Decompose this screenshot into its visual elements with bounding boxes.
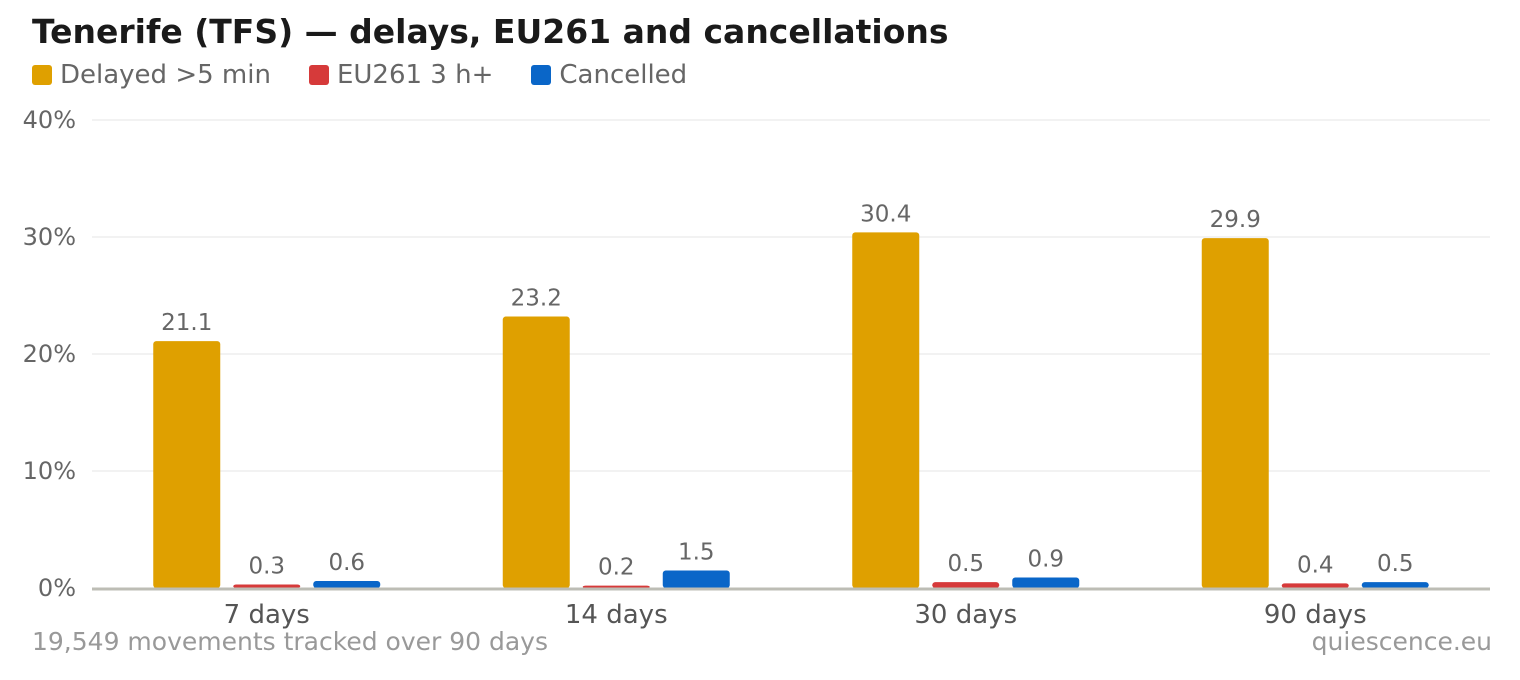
bar-cancelled-14-days	[662, 570, 730, 588]
x-tick-label-14-days: 14 days	[565, 600, 668, 630]
y-tick-label-40: 40%	[23, 106, 76, 134]
value-label-delayed-5-min-7-days: 21.1	[161, 310, 212, 336]
value-label-cancelled-90-days: 0.5	[1377, 551, 1414, 577]
bar-delayed-5-min-7-days	[153, 341, 221, 588]
value-label-cancelled-7-days: 0.6	[328, 550, 365, 576]
legend-swatch-cancelled	[531, 65, 552, 85]
bar-delayed-5-min-90-days	[1201, 238, 1269, 589]
footer-movements-note: 19,549 movements tracked over 90 days	[32, 627, 548, 656]
value-label-cancelled-14-days: 1.5	[678, 539, 715, 565]
x-tick-label-7-days: 7 days	[224, 600, 310, 630]
bar-cancelled-30-days	[1012, 577, 1080, 588]
chart-title: Tenerife (TFS) — delays, EU261 and cance…	[32, 12, 949, 51]
legend-label-delayed: Delayed >5 min	[60, 60, 271, 90]
bar-eu261-3-h-90-days	[1281, 583, 1349, 588]
value-label-eu261-3-h-14-days: 0.2	[598, 555, 635, 581]
x-tick-label-30-days: 30 days	[914, 600, 1017, 630]
legend-label-cancelled: Cancelled	[559, 60, 688, 90]
y-tick-label-20: 20%	[23, 340, 76, 368]
bar-eu261-3-h-30-days	[932, 582, 1000, 588]
value-label-eu261-3-h-90-days: 0.4	[1297, 552, 1334, 578]
y-tick-label-10: 10%	[23, 457, 76, 485]
bar-eu261-3-h-14-days	[582, 585, 650, 588]
legend-swatch-eu261	[308, 65, 329, 85]
value-label-delayed-5-min-90-days: 29.9	[1210, 207, 1261, 233]
bar-eu261-3-h-7-days	[233, 584, 301, 588]
value-label-cancelled-30-days: 0.9	[1027, 546, 1064, 572]
value-label-delayed-5-min-30-days: 30.4	[860, 201, 911, 227]
legend-label-eu261: EU261 3 h+	[336, 60, 494, 90]
bar-cancelled-7-days	[313, 580, 381, 588]
legend-swatch-delayed	[32, 65, 52, 85]
legend-item-delayed: Delayed >5 min	[32, 60, 271, 90]
value-label-delayed-5-min-14-days: 23.2	[511, 286, 562, 312]
legend-item-cancelled: Cancelled	[531, 60, 687, 90]
bar-delayed-5-min-30-days	[852, 232, 920, 588]
bar-delayed-5-min-14-days	[502, 316, 570, 588]
value-label-eu261-3-h-30-days: 0.5	[947, 551, 984, 577]
legend: Delayed >5 min EU261 3 h+ Cancelled	[32, 60, 725, 90]
y-tick-label-30: 30%	[23, 223, 76, 251]
footer-source: quiescence.eu	[1311, 627, 1492, 656]
x-tick-label-90-days: 90 days	[1264, 600, 1367, 630]
value-label-eu261-3-h-7-days: 0.3	[248, 553, 285, 579]
bar-cancelled-90-days	[1361, 582, 1429, 588]
y-tick-label-0: 0%	[38, 574, 76, 602]
legend-item-eu261: EU261 3 h+	[308, 60, 494, 90]
